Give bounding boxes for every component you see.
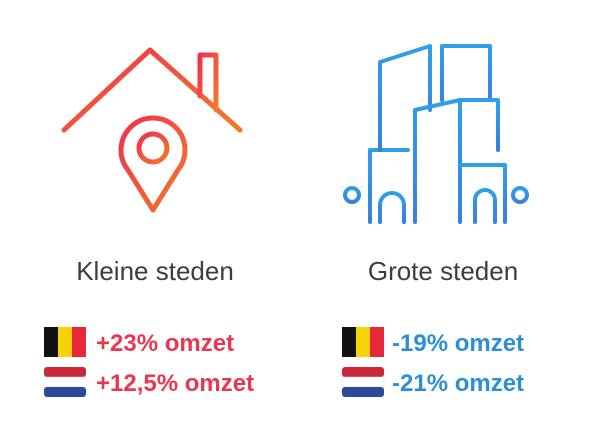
flag-nl (341, 367, 385, 397)
flag-nl (43, 367, 87, 397)
column-title: Grote steden (368, 256, 518, 286)
column-title: Kleine steden (76, 256, 234, 286)
stat-text: +23% omzet (96, 330, 234, 357)
stat-text: +12,5% omzet (96, 370, 254, 397)
stat-text: -21% omzet (392, 370, 524, 397)
flag-be (342, 327, 384, 357)
stat-text: -19% omzet (392, 330, 524, 357)
city-icon (334, 44, 537, 224)
flag-be (44, 327, 86, 357)
house-icon (43, 47, 263, 225)
